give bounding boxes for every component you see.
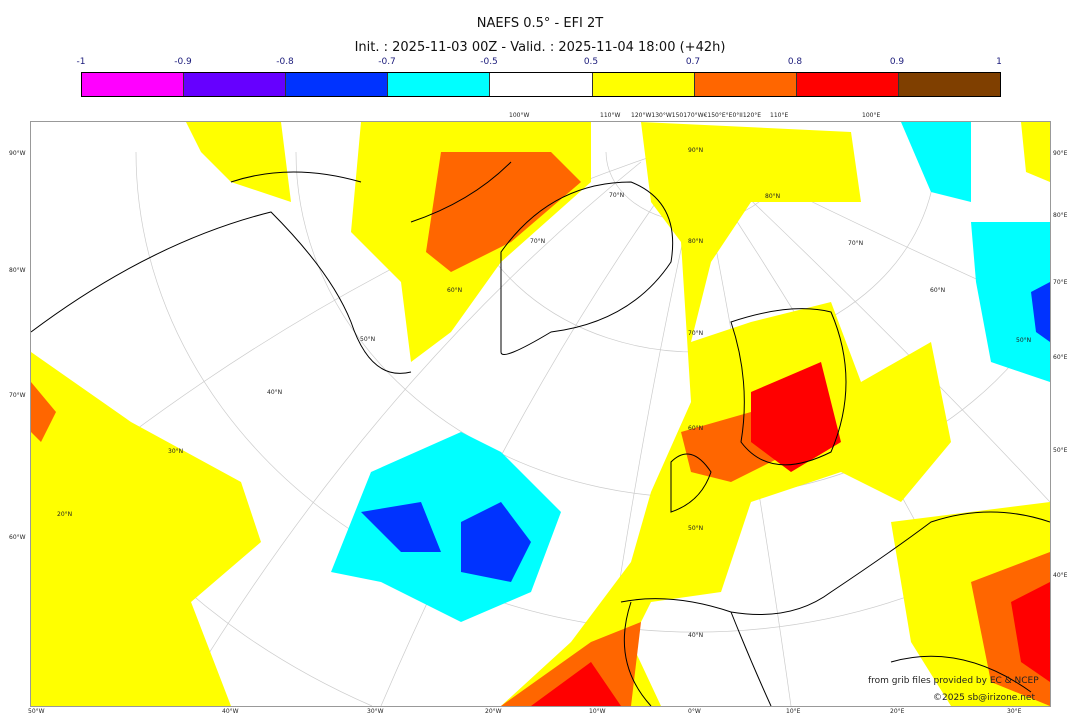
axis-label-bottom: 30°E <box>1007 708 1022 715</box>
colorbar-tick: -0.5 <box>480 57 498 67</box>
latitude-label: 70°N <box>688 330 704 337</box>
colorbar-tick: 0.9 <box>889 57 905 67</box>
latitude-label: 70°N <box>848 240 864 247</box>
axis-label-bottom: 50°W <box>28 708 45 715</box>
axis-label-left: 60°W <box>9 534 26 541</box>
efi-shading <box>31 122 1050 706</box>
axis-label-bottom: 30°W <box>367 708 384 715</box>
colorbar-bin <box>490 73 593 96</box>
latitude-label: 30°N <box>168 448 184 455</box>
colorbar-tick: -0.7 <box>378 57 396 67</box>
axis-label-right: 60°E <box>1053 354 1068 361</box>
axis-label-bottom: 20°W <box>485 708 502 715</box>
colorbar-tick: 0.8 <box>787 57 803 67</box>
axis-label-bottom: 10°W <box>589 708 606 715</box>
colorbar-tick: 0.5 <box>583 57 599 67</box>
colorbar-bin <box>694 73 797 96</box>
efi-map <box>31 122 1050 706</box>
latitude-label: 50°N <box>1016 337 1032 344</box>
colorbar-bin <box>184 73 287 96</box>
axis-label-right: 40°E <box>1053 572 1068 579</box>
colorbar-bin <box>592 73 695 96</box>
colorbar-bin <box>286 73 389 96</box>
latitude-label: 80°N <box>765 193 781 200</box>
axis-label-top: 120°W130°W150170°W€150°E°E0°II120°E <box>631 112 762 119</box>
colorbar-tick: -0.8 <box>276 57 294 67</box>
map-area[interactable] <box>30 121 1051 707</box>
colorbar <box>81 72 1001 97</box>
axis-label-left: 80°W <box>9 267 26 274</box>
latitude-label: 50°N <box>360 336 376 343</box>
axis-label-left: 90°W <box>9 150 26 157</box>
axis-label-bottom: 40°W <box>222 708 239 715</box>
coastlines <box>31 161 1050 706</box>
colorbar-bin <box>82 73 185 96</box>
latitude-label: 50°N <box>688 525 704 532</box>
latitude-label: 20°N <box>57 511 73 518</box>
colorbar-bin <box>388 73 491 96</box>
map-title: NAEFS 0.5° - EFI 2T <box>476 16 604 31</box>
axis-label-top: 110°W <box>600 112 621 119</box>
latitude-label: 40°N <box>688 632 704 639</box>
latitude-label: 80°N <box>688 238 704 245</box>
latitude-label: 40°N <box>267 389 283 396</box>
latitude-label: 70°N <box>609 192 625 199</box>
credit-copyright: ©2025 sb@irizone.net <box>933 693 1035 703</box>
colorbar-tick: -1 <box>76 57 86 67</box>
colorbar-tick: 0.7 <box>685 57 701 67</box>
axis-label-right: 50°E <box>1053 447 1068 454</box>
colorbar-tick: -0.9 <box>174 57 192 67</box>
latitude-label: 90°N <box>688 147 704 154</box>
colorbar-tick: 1 <box>996 57 1002 67</box>
axis-label-left: 70°W <box>9 392 26 399</box>
map-subtitle: Init. : 2025-11-03 00Z - Valid. : 2025-1… <box>354 40 726 55</box>
axis-label-top: 110°E <box>770 112 789 119</box>
axis-label-right: 90°E <box>1053 150 1068 157</box>
axis-label-top: 100°E <box>862 112 881 119</box>
axis-label-bottom: 0°W <box>688 708 701 715</box>
colorbar-bin <box>898 73 1000 96</box>
axis-label-bottom: 20°E <box>890 708 905 715</box>
latitude-label: 60°N <box>447 287 463 294</box>
colorbar-bin <box>796 73 899 96</box>
axis-label-right: 70°E <box>1053 279 1068 286</box>
latitude-label: 60°N <box>688 425 704 432</box>
axis-label-right: 80°E <box>1053 212 1068 219</box>
axis-label-bottom: 10°E <box>786 708 801 715</box>
latitude-label: 70°N <box>530 238 546 245</box>
credit-source: from grib files provided by EC & NCEP <box>868 676 1039 686</box>
latitude-label: 60°N <box>930 287 946 294</box>
axis-label-top: 100°W <box>509 112 530 119</box>
